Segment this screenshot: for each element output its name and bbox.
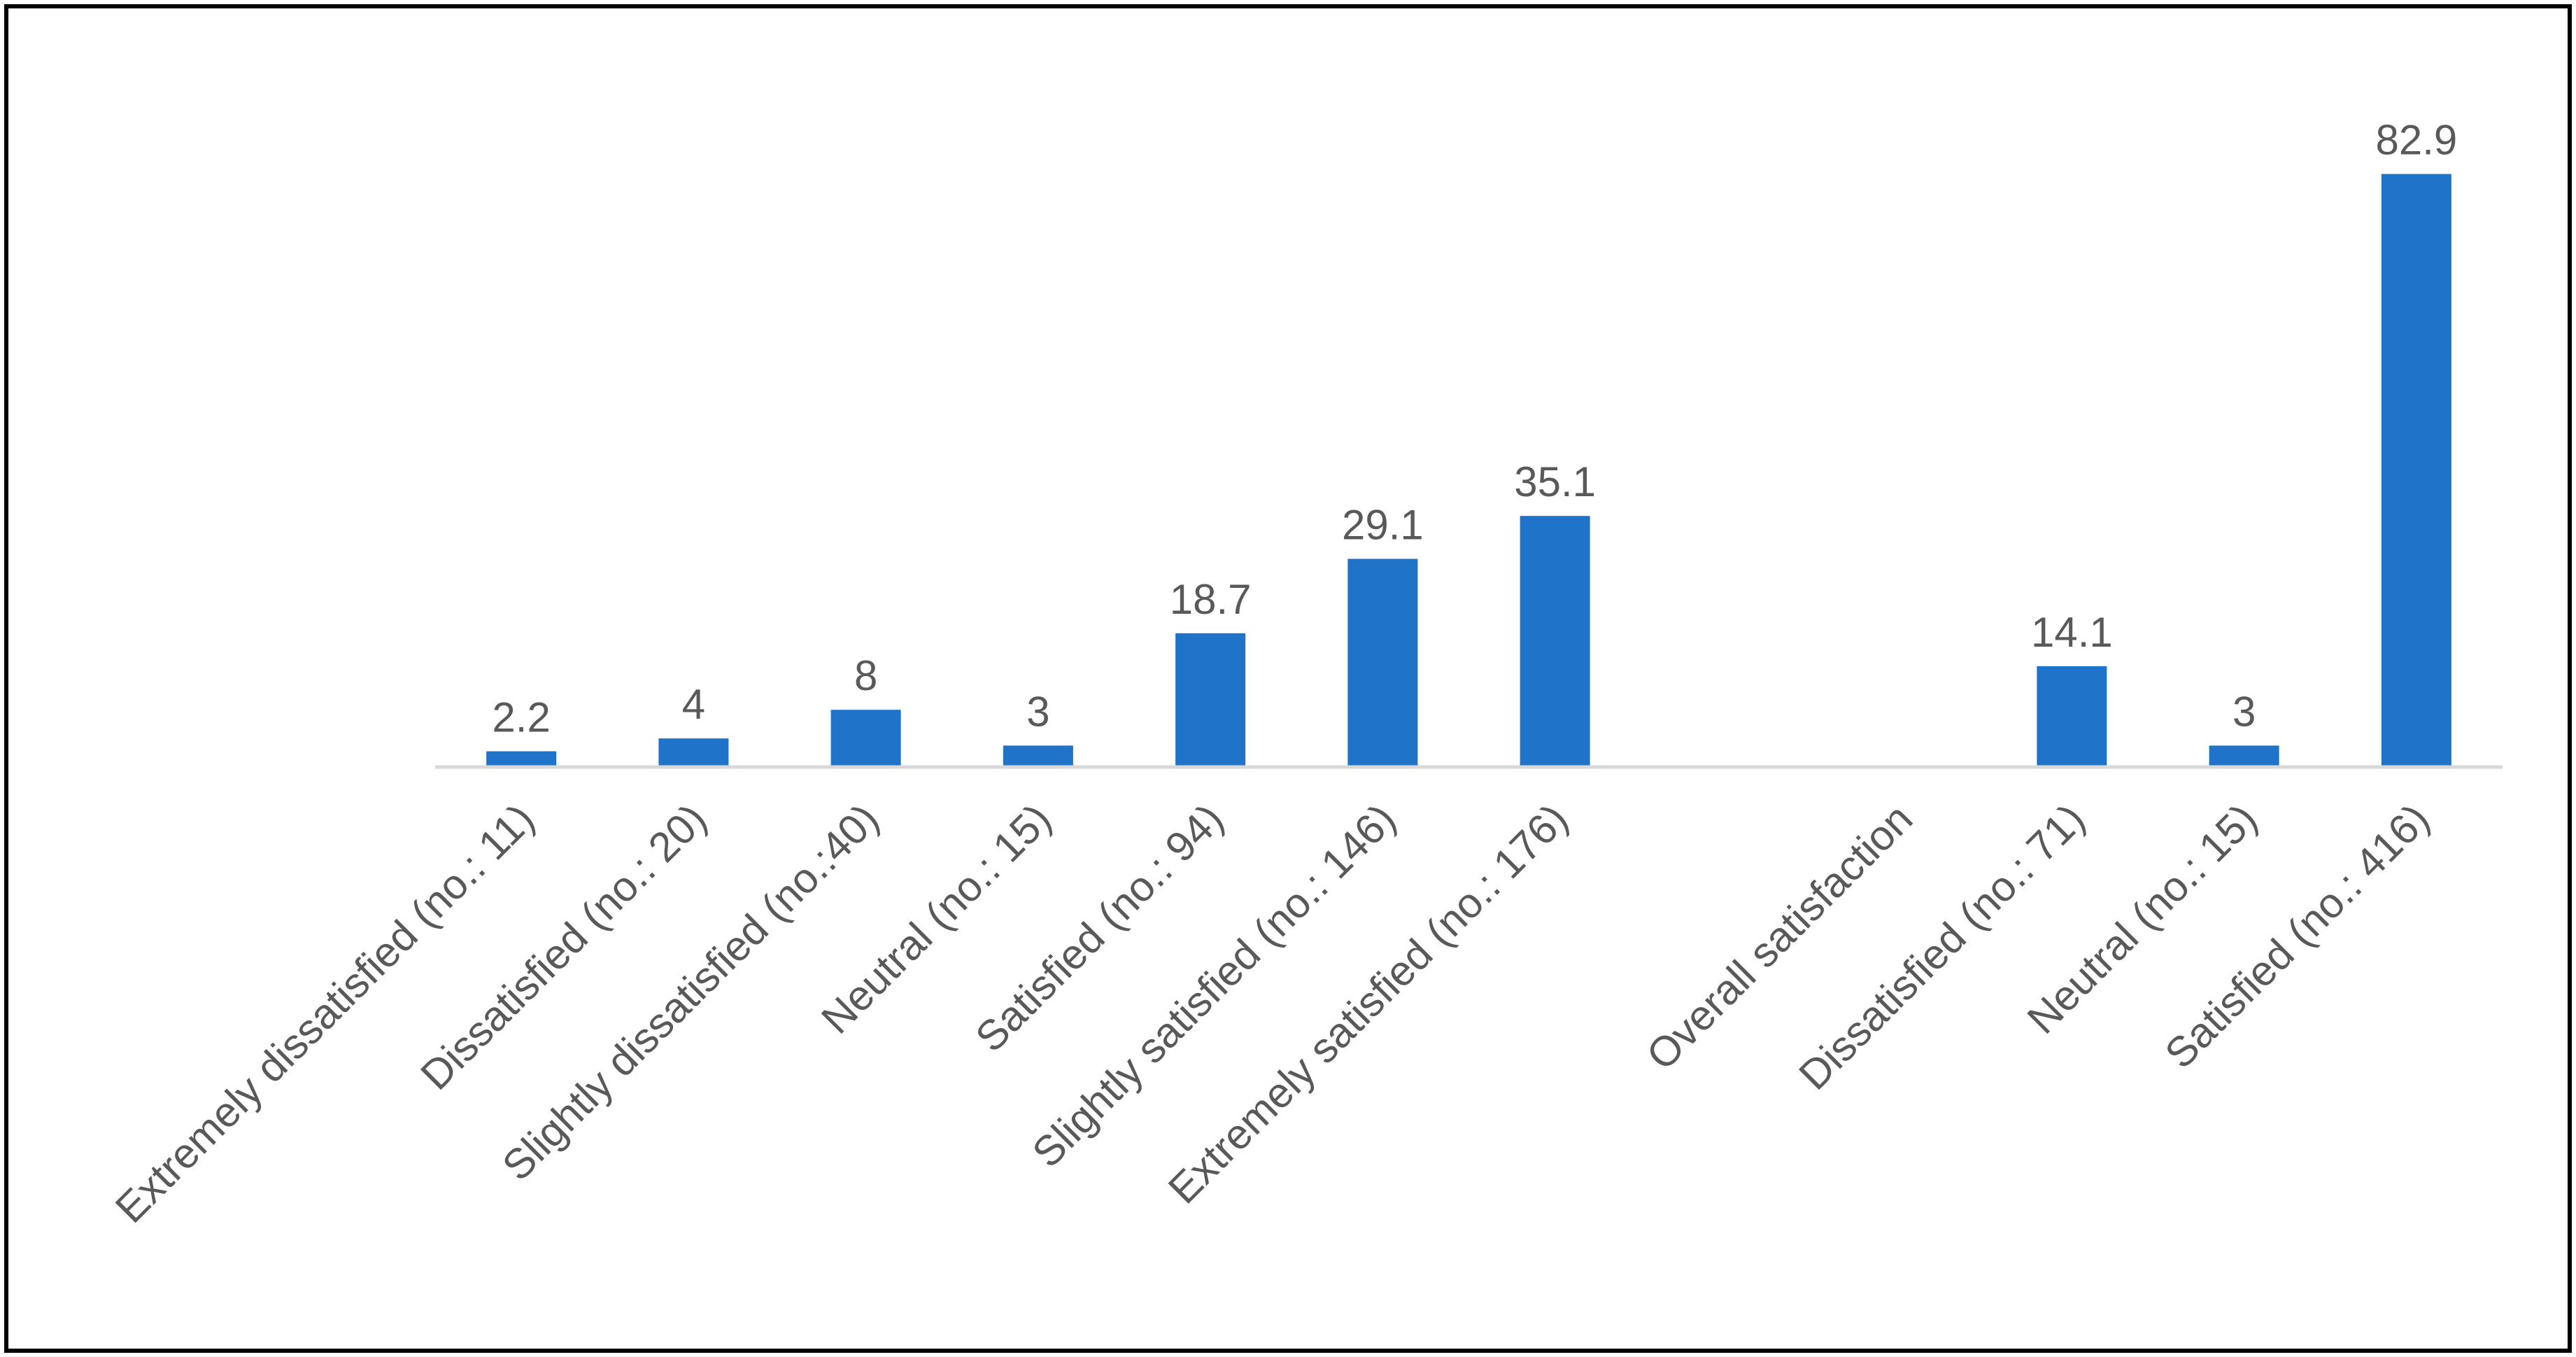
data-label-0: 2.2 xyxy=(492,694,550,741)
data-label-6: 35.1 xyxy=(1514,458,1596,505)
bar-2 xyxy=(830,710,901,767)
value-labels-group: 2.2 4 8 3 18.7 29.1 35.1 14.1 3 82.9 xyxy=(492,117,2457,741)
data-label-4: 18.7 xyxy=(1170,576,1252,623)
bars-group xyxy=(486,174,2451,767)
bar-3 xyxy=(1003,745,1073,767)
data-label-5: 29.1 xyxy=(1342,502,1424,549)
bar-11 xyxy=(2381,174,2451,767)
data-label-2: 8 xyxy=(854,652,877,699)
bar-10 xyxy=(2209,745,2279,767)
bar-5 xyxy=(1347,558,1418,767)
data-label-11: 82.9 xyxy=(2375,117,2457,164)
data-label-10: 3 xyxy=(2232,688,2256,735)
bar-6 xyxy=(1520,516,1590,767)
chart-border xyxy=(4,4,2572,1353)
data-label-3: 3 xyxy=(1026,688,1049,735)
bar-9 xyxy=(2037,666,2107,767)
bar-1 xyxy=(658,738,729,767)
data-label-9: 14.1 xyxy=(2031,609,2113,656)
bar-4 xyxy=(1175,633,1246,767)
data-label-1: 4 xyxy=(682,681,705,728)
bar-0 xyxy=(486,751,557,767)
